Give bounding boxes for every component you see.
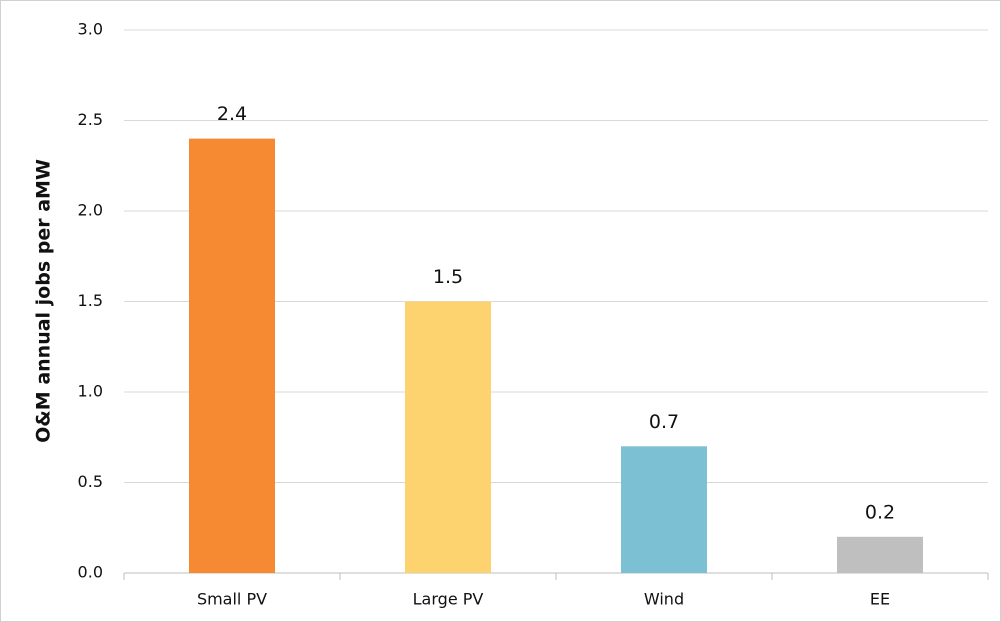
y-axis-label: O&M annual jobs per aMW xyxy=(33,159,55,443)
x-tick-label: EE xyxy=(870,590,890,609)
x-tick-label: Large PV xyxy=(413,590,484,609)
bar xyxy=(621,446,707,573)
y-tick-label: 2.0 xyxy=(78,201,103,220)
y-tick-label: 2.5 xyxy=(78,110,103,129)
bar xyxy=(189,138,275,573)
data-label: 2.4 xyxy=(217,103,247,125)
y-tick-label: 0.0 xyxy=(78,563,103,582)
data-label: 1.5 xyxy=(433,266,463,288)
y-tick-label: 0.5 xyxy=(78,472,103,491)
data-label: 0.2 xyxy=(865,501,895,523)
bar xyxy=(837,536,923,573)
y-tick-label: 3.0 xyxy=(78,20,103,39)
bar xyxy=(405,301,491,573)
x-tick-label: Small PV xyxy=(197,590,267,609)
x-tick-label: Wind xyxy=(644,590,684,609)
data-label: 0.7 xyxy=(649,411,679,433)
y-tick-label: 1.5 xyxy=(78,291,103,310)
y-tick-label: 1.0 xyxy=(78,382,103,401)
